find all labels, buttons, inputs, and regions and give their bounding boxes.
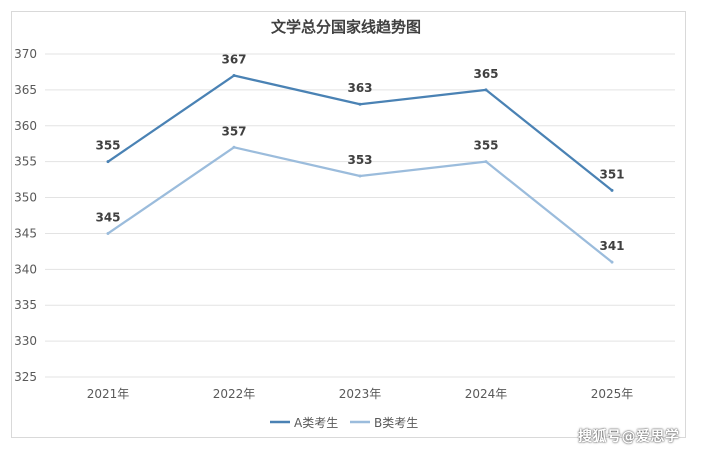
data-label: 363 <box>347 81 372 95</box>
data-label: 355 <box>473 139 498 153</box>
data-label: 351 <box>599 167 624 181</box>
data-point <box>232 145 236 149</box>
legend-label-2: B类考生 <box>374 416 418 430</box>
x-tick-label: 2025年 <box>591 387 634 401</box>
chart-frame <box>11 11 686 438</box>
x-tick-label: 2022年 <box>213 387 256 401</box>
y-tick-label: 355 <box>14 155 37 169</box>
x-tick-label: 2023年 <box>339 387 382 401</box>
data-point <box>610 260 614 264</box>
y-tick-label: 365 <box>14 83 37 97</box>
data-label: 341 <box>599 239 624 253</box>
y-tick-label: 335 <box>14 298 37 312</box>
y-tick-label: 360 <box>14 119 37 133</box>
y-tick-label: 325 <box>14 370 37 384</box>
data-point <box>106 160 110 164</box>
data-point <box>106 231 110 235</box>
data-point <box>484 88 488 92</box>
watermark: 搜狐号@爱思学 <box>578 429 680 445</box>
data-point <box>484 160 488 164</box>
data-label: 357 <box>221 124 246 138</box>
data-label: 365 <box>473 67 498 81</box>
data-point <box>358 174 362 178</box>
y-tick-label: 370 <box>14 47 37 61</box>
data-label: 353 <box>347 153 372 167</box>
y-tick-label: 345 <box>14 226 37 240</box>
data-label: 345 <box>95 210 120 224</box>
data-point <box>358 102 362 106</box>
y-tick-label: 340 <box>14 262 37 276</box>
y-tick-label: 350 <box>14 191 37 205</box>
data-point <box>610 188 614 192</box>
data-label: 355 <box>95 139 120 153</box>
data-label: 367 <box>221 53 246 67</box>
data-point <box>232 74 236 78</box>
x-tick-label: 2021年 <box>87 387 130 401</box>
chart-title: 文学总分国家线趋势图 <box>271 18 421 36</box>
x-tick-label: 2024年 <box>465 387 508 401</box>
legend-label-1: A类考生 <box>294 416 338 430</box>
y-tick-label: 330 <box>14 334 37 348</box>
